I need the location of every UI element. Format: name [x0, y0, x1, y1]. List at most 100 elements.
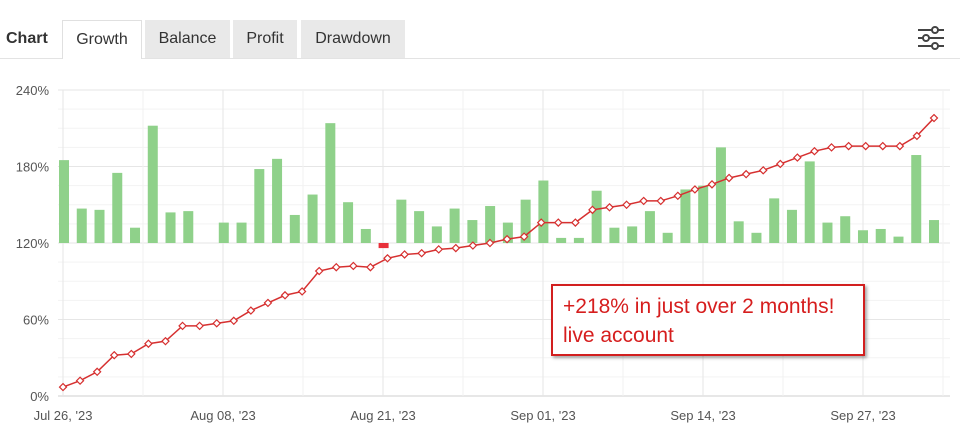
bar-mark[interactable]	[698, 185, 709, 243]
line-point[interactable]	[827, 143, 836, 152]
line-point[interactable]	[297, 287, 307, 296]
line-point[interactable]	[622, 200, 631, 210]
line-point[interactable]	[400, 250, 409, 259]
sliders-icon[interactable]	[916, 24, 946, 52]
bar-mark[interactable]	[662, 232, 673, 243]
bar-mark[interactable]	[627, 226, 638, 243]
line-point[interactable]	[366, 262, 375, 272]
bar-mark[interactable]	[76, 208, 87, 243]
line-point[interactable]	[263, 298, 273, 308]
line-point[interactable]	[178, 321, 187, 331]
line-point[interactable]	[605, 202, 614, 212]
line-point[interactable]	[588, 205, 597, 215]
bar-mark[interactable]	[556, 237, 567, 243]
bar-mark[interactable]	[573, 237, 584, 243]
tab-profit[interactable]: Profit	[233, 20, 297, 58]
line-point[interactable]	[912, 131, 922, 141]
line-point[interactable]	[878, 141, 888, 151]
bar-mark[interactable]	[609, 227, 620, 243]
line-point[interactable]	[126, 349, 136, 359]
line-point[interactable]	[212, 318, 222, 328]
line-point[interactable]	[144, 339, 153, 349]
line-point[interactable]	[383, 253, 392, 263]
line-point[interactable]	[161, 336, 170, 346]
bar-mark[interactable]	[857, 230, 868, 243]
line-point[interactable]	[895, 141, 905, 151]
bar-mark[interactable]	[360, 228, 371, 243]
line-point[interactable]	[571, 218, 580, 227]
line-point[interactable]	[468, 241, 478, 250]
bar-mark[interactable]	[396, 199, 407, 243]
line-point[interactable]	[451, 243, 461, 253]
bar-mark[interactable]	[147, 125, 158, 243]
bar-mark[interactable]	[325, 123, 336, 243]
line-point[interactable]	[92, 367, 102, 377]
tab-balance[interactable]: Balance	[145, 20, 230, 58]
bar-mark[interactable]	[378, 243, 389, 249]
bar-mark[interactable]	[343, 202, 354, 243]
line-point[interactable]	[348, 261, 358, 271]
line-point[interactable]	[758, 165, 768, 175]
line-point[interactable]	[707, 180, 717, 189]
line-point[interactable]	[929, 113, 939, 123]
line-point[interactable]	[58, 382, 68, 392]
line-point[interactable]	[195, 321, 204, 331]
line-point[interactable]	[519, 232, 529, 241]
line-point[interactable]	[553, 218, 563, 227]
bar-mark[interactable]	[786, 209, 797, 243]
line-point[interactable]	[724, 173, 734, 183]
bar-mark[interactable]	[112, 172, 123, 243]
bar-mark[interactable]	[591, 190, 602, 243]
bar-mark[interactable]	[769, 198, 780, 243]
bar-mark[interactable]	[680, 189, 691, 243]
tab-drawdown[interactable]: Drawdown	[301, 20, 405, 58]
bar-mark[interactable]	[272, 158, 283, 243]
bar-mark[interactable]	[414, 211, 425, 243]
bar-mark[interactable]	[929, 220, 939, 243]
bar-mark[interactable]	[449, 208, 460, 243]
line-point[interactable]	[741, 169, 751, 179]
bar-mark[interactable]	[893, 236, 904, 243]
bar-mark[interactable]	[218, 222, 229, 243]
line-point[interactable]	[246, 306, 256, 315]
line-point[interactable]	[314, 266, 324, 276]
bar-mark[interactable]	[733, 221, 744, 243]
bar-mark[interactable]	[130, 227, 141, 243]
bar-mark[interactable]	[289, 214, 300, 243]
bar-mark[interactable]	[804, 161, 815, 243]
line-point[interactable]	[331, 262, 341, 272]
bar-mark[interactable]	[254, 169, 265, 243]
bar-mark[interactable]	[307, 194, 318, 243]
line-point[interactable]	[485, 238, 495, 248]
bar-mark[interactable]	[822, 222, 833, 243]
bar-mark[interactable]	[502, 222, 513, 243]
bar-mark[interactable]	[911, 155, 922, 243]
line-point[interactable]	[844, 141, 853, 151]
line-point[interactable]	[109, 350, 119, 360]
line-point[interactable]	[502, 234, 512, 244]
line-point[interactable]	[690, 185, 700, 194]
bar-mark[interactable]	[875, 228, 886, 243]
bar-mark[interactable]	[485, 206, 496, 243]
bar-mark[interactable]	[715, 147, 726, 243]
line-point[interactable]	[656, 196, 666, 206]
line-point[interactable]	[229, 316, 239, 326]
line-point[interactable]	[417, 248, 426, 258]
bar-mark[interactable]	[94, 209, 105, 243]
bar-mark[interactable]	[59, 160, 69, 243]
line-point[interactable]	[280, 290, 290, 300]
line-point[interactable]	[861, 141, 871, 151]
bar-mark[interactable]	[467, 220, 478, 243]
bar-mark[interactable]	[431, 226, 442, 243]
line-point[interactable]	[793, 153, 802, 162]
line-point[interactable]	[536, 218, 546, 227]
line-point[interactable]	[673, 191, 683, 201]
bar-mark[interactable]	[538, 180, 549, 243]
bar-mark[interactable]	[751, 232, 762, 243]
tab-growth[interactable]: Growth	[62, 20, 142, 59]
line-point[interactable]	[75, 376, 85, 386]
line-point[interactable]	[775, 159, 785, 169]
bar-mark[interactable]	[520, 199, 531, 243]
bar-mark[interactable]	[183, 211, 194, 243]
bar-mark[interactable]	[644, 211, 655, 243]
